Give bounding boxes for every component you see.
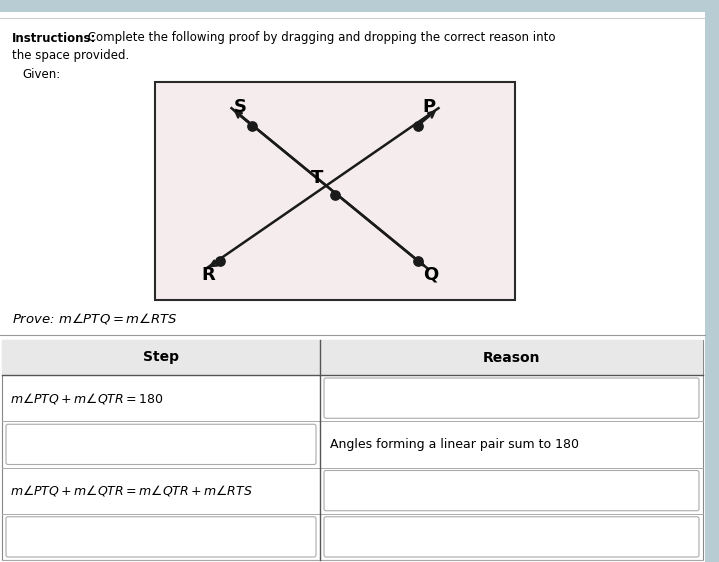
Text: Step: Step: [143, 351, 179, 365]
Text: Given:: Given:: [22, 69, 60, 81]
Text: Reason: Reason: [482, 351, 540, 365]
FancyBboxPatch shape: [324, 516, 699, 557]
FancyBboxPatch shape: [6, 424, 316, 465]
Point: [412, 121, 423, 130]
Text: Prove: $m\angle PTQ = m\angle RTS$: Prove: $m\angle PTQ = m\angle RTS$: [12, 310, 178, 325]
FancyBboxPatch shape: [324, 378, 699, 418]
Text: Instructions:: Instructions:: [12, 31, 96, 44]
Text: T: T: [311, 169, 323, 187]
Text: $m\angle PTQ + m\angle QTR = 180$: $m\angle PTQ + m\angle QTR = 180$: [10, 391, 164, 406]
FancyBboxPatch shape: [6, 516, 316, 557]
Bar: [2, 340, 703, 560]
Text: Q: Q: [423, 266, 438, 284]
Text: the space provided.: the space provided.: [12, 48, 129, 61]
Point: [329, 191, 341, 200]
Point: [214, 256, 226, 265]
FancyBboxPatch shape: [324, 470, 699, 511]
Text: R: R: [201, 266, 215, 284]
Point: [412, 256, 423, 265]
Bar: [2, 340, 703, 375]
Text: Angles forming a linear pair sum to 180: Angles forming a linear pair sum to 180: [330, 438, 579, 451]
Text: P: P: [423, 98, 436, 116]
Text: $m\angle PTQ + m\angle QTR = m\angle QTR + m\angle RTS$: $m\angle PTQ + m\angle QTR = m\angle QTR…: [10, 483, 253, 498]
Text: Complete the following proof by dragging and dropping the correct reason into: Complete the following proof by dragging…: [84, 31, 556, 44]
Point: [247, 121, 258, 130]
Text: S: S: [234, 98, 247, 116]
Bar: [155, 82, 515, 300]
